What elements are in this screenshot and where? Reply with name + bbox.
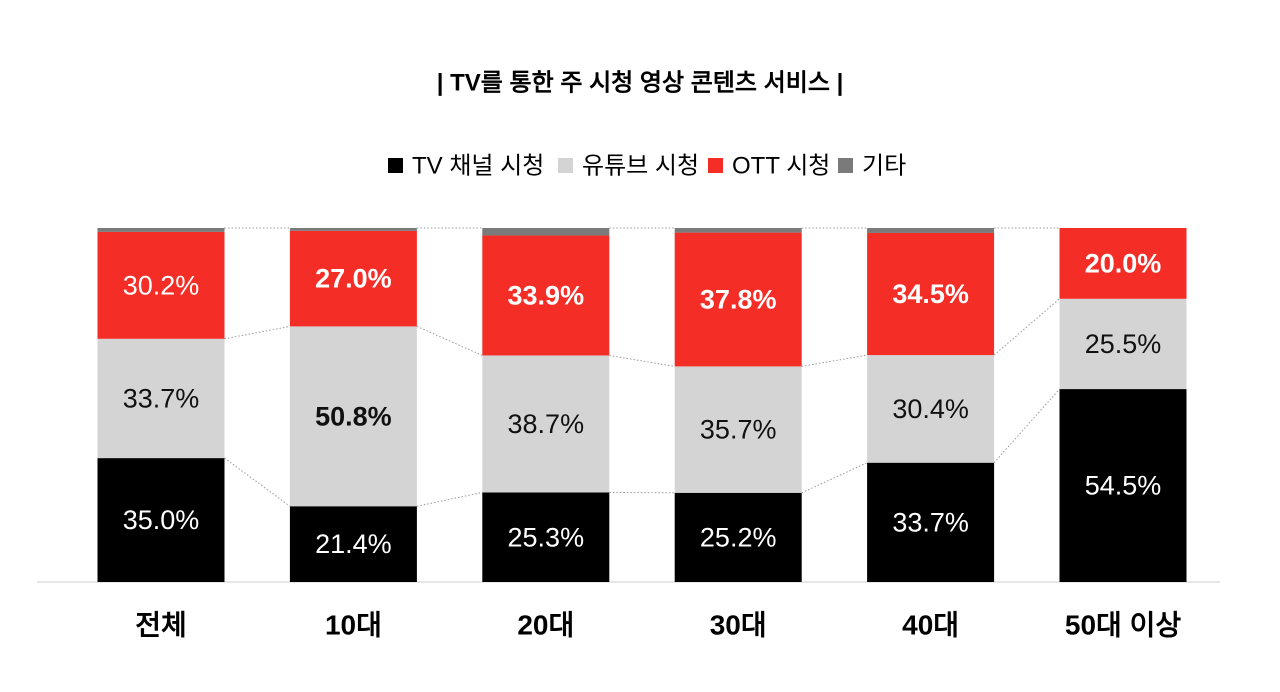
bar-segment — [289, 506, 417, 582]
x-tick-label: 전체 — [135, 609, 187, 640]
bar-segment — [674, 232, 802, 367]
bar-segment — [482, 492, 610, 582]
bar-segment — [867, 228, 995, 233]
legend-label: OTT 시청 — [732, 152, 830, 179]
bar-segment — [1059, 389, 1187, 582]
x-tick-label: 20대 — [517, 609, 574, 640]
value-label: 33.7% — [892, 507, 969, 537]
value-label: 38.7% — [508, 409, 585, 439]
value-label: 30.2% — [123, 270, 200, 300]
x-tick-label: 50대 이상 — [1065, 609, 1181, 640]
bar-segment — [97, 338, 225, 459]
connector — [801, 354, 868, 367]
value-label: 54.5% — [1085, 471, 1162, 501]
value-label: 25.2% — [700, 523, 777, 553]
x-tick-label: 10대 — [325, 609, 382, 640]
value-label: 27.0% — [315, 264, 392, 294]
connector — [993, 298, 1060, 356]
value-label: 25.5% — [1085, 329, 1162, 359]
bar-segment — [97, 228, 225, 232]
connector — [224, 457, 291, 507]
bar-segment — [674, 366, 802, 493]
legend-label: 유튜브 시청 — [582, 152, 699, 179]
value-label: 33.9% — [508, 281, 585, 311]
x-tick-label: 30대 — [710, 609, 767, 640]
bar-segment — [867, 232, 995, 356]
bar-segment — [1059, 298, 1187, 390]
connector — [993, 388, 1060, 464]
value-label: 25.3% — [508, 522, 585, 552]
value-label: 33.7% — [123, 384, 200, 414]
legend-marker — [558, 158, 573, 173]
bar-segment — [1059, 228, 1187, 299]
bar-segment — [867, 355, 995, 463]
value-label: 35.0% — [123, 505, 200, 535]
bar-segment — [97, 458, 225, 582]
legend-label: 기타 — [862, 152, 906, 179]
value-label: 20.0% — [1085, 249, 1162, 279]
bar-segment — [289, 228, 417, 231]
bar-segment — [482, 355, 610, 493]
bar-segment — [97, 231, 225, 339]
value-label: 30.4% — [892, 394, 969, 424]
legend-marker — [708, 158, 723, 173]
bar-segment — [867, 462, 995, 582]
value-label: 50.8% — [315, 401, 392, 431]
connector — [416, 325, 483, 356]
bar-segment — [482, 228, 610, 236]
bar-segment — [289, 326, 417, 507]
chart-title: | TV를 통한 주 시청 영상 콘텐츠 서비스 | — [437, 69, 844, 96]
value-label: 21.4% — [315, 529, 392, 559]
bar-segment — [674, 492, 802, 582]
connector — [224, 325, 290, 340]
connector — [416, 491, 483, 507]
bar-segment — [482, 235, 610, 356]
connector — [609, 354, 675, 367]
bar-segment — [289, 230, 417, 327]
bar-segment — [674, 228, 802, 233]
connector — [801, 462, 868, 494]
legend-marker — [388, 158, 403, 173]
x-tick-label: 40대 — [902, 609, 959, 640]
legend-marker — [838, 158, 853, 173]
value-label: 37.8% — [700, 285, 777, 315]
value-label: 34.5% — [892, 279, 969, 309]
value-label: 35.7% — [700, 415, 777, 445]
legend-label: TV 채널 시청 — [412, 152, 544, 179]
